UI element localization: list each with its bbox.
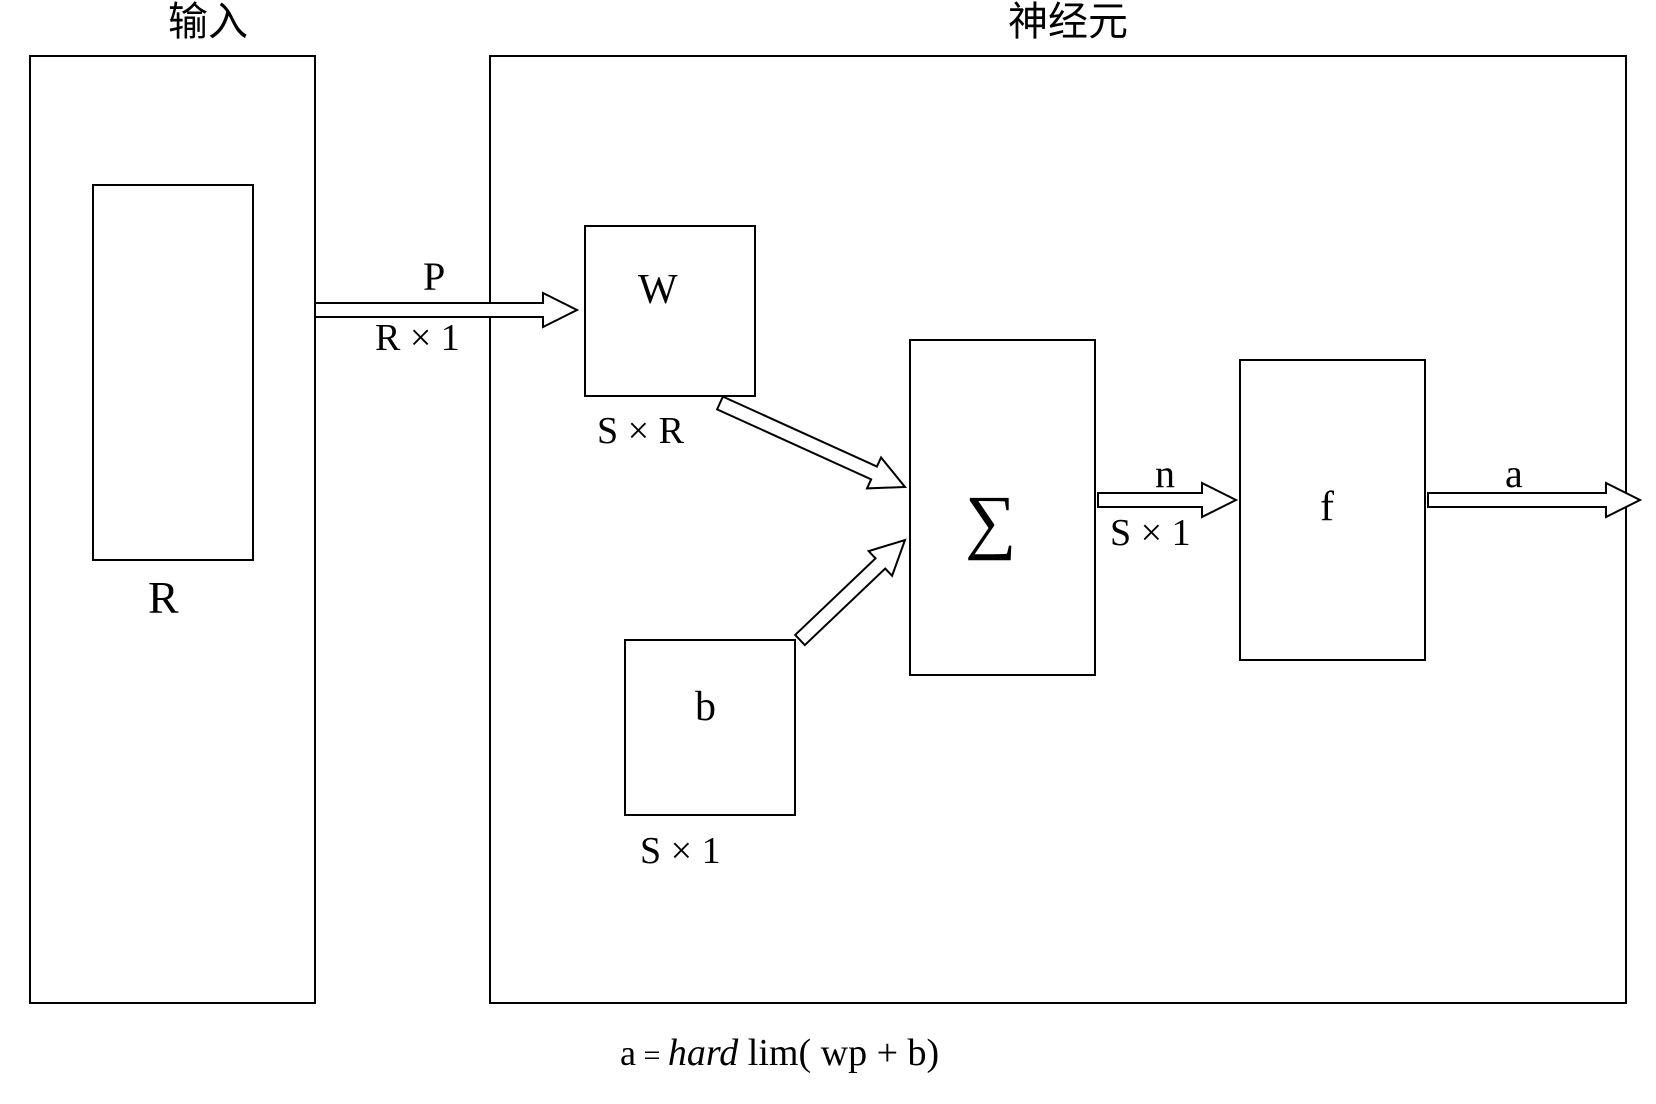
arrow-P-label-top: P xyxy=(423,254,445,299)
R-box xyxy=(93,185,253,560)
arrow-a xyxy=(1428,483,1640,517)
equation: a = hard lim( wp + b) xyxy=(620,1032,939,1074)
title-neuron: 神经元 xyxy=(1008,0,1128,44)
b-dim: S × 1 xyxy=(640,830,721,872)
f-label: f xyxy=(1320,484,1334,530)
arrow-n-label-bot: S × 1 xyxy=(1110,512,1191,554)
R-label: R xyxy=(148,572,179,623)
input-panel xyxy=(30,56,315,1003)
arrow-W-to-sum xyxy=(713,388,912,503)
b-label: b xyxy=(695,684,716,730)
W-label: W xyxy=(638,267,678,313)
title-input: 输入 xyxy=(168,0,248,44)
sum-symbol: ∑ xyxy=(965,481,1016,561)
arrow-n-label-top: n xyxy=(1155,451,1175,496)
W-dim: S × R xyxy=(597,410,685,452)
arrow-a-label-top: a xyxy=(1505,451,1523,496)
arrow-b-to-sum xyxy=(788,528,916,653)
arrow-P-label-bot: R × 1 xyxy=(375,317,460,359)
